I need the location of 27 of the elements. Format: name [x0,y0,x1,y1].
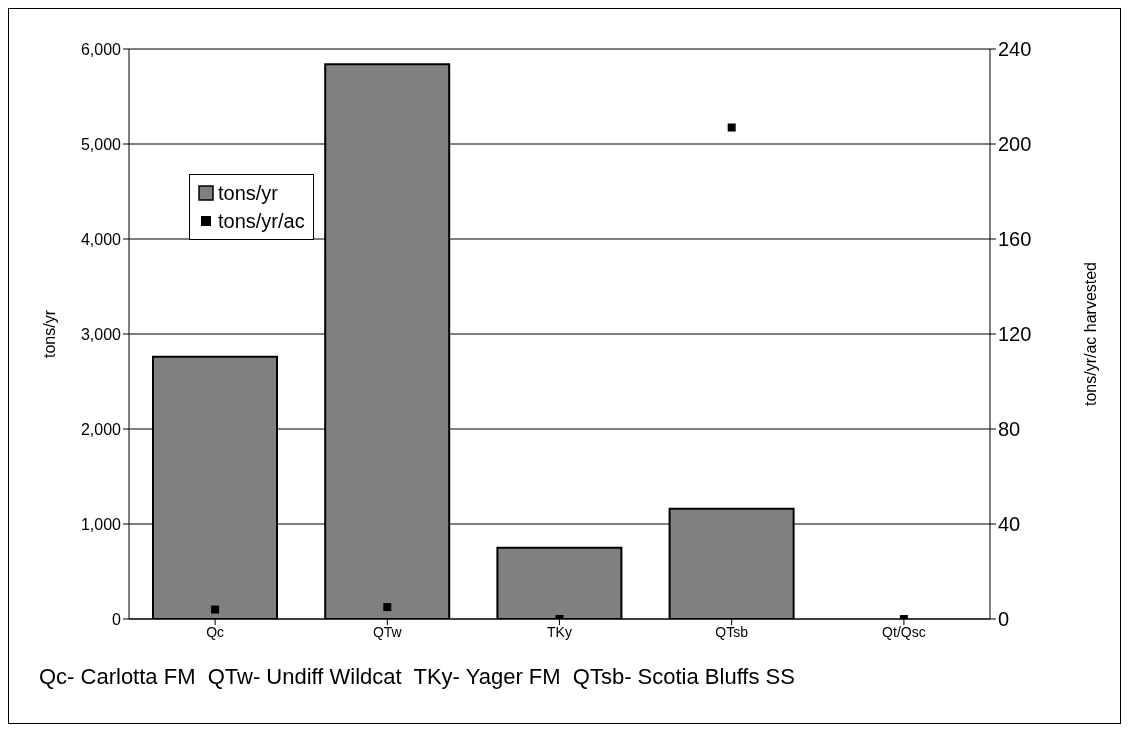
point [727,123,736,132]
point [383,603,392,612]
y-tick-label: 5,000 [80,135,122,153]
y-tick-label: 0 [112,610,122,628]
y-tick-label: 6,000 [80,40,122,58]
y-tick-label: 3,000 [80,325,122,343]
y2-axis-title: tons/yr/ac harvested [1081,261,1099,407]
x-tick-label: QTsb [715,623,749,640]
y-tick-label: 1,000 [80,515,122,533]
x-tick-label: Qt/Qsc [882,623,926,640]
y-axis-title: tons/yr [40,309,58,359]
y-tick-label: 4,000 [80,230,122,248]
x-tick-label: TKy [547,623,572,640]
y2-tick-label: 240 [998,38,1032,61]
legend-label: tons/yr [218,181,279,206]
text: Qc- Carlotta FM QTw- Undiff Wildcat TKy- Yager FM QTsb- Scotia Bluffs SS [39,664,795,690]
x-tick-label: Qc [206,623,225,640]
y2-tick-label: 200 [998,133,1032,156]
x-tick-label: QTw [372,623,403,640]
legend-label: tons/yr/ac [218,209,305,234]
point [211,605,220,614]
y2-tick-label: 80 [998,418,1021,441]
y2-tick-label: 120 [998,323,1032,346]
y2-tick-label: 160 [998,228,1032,251]
y-tick-label: 2,000 [80,420,122,438]
y2-tick-label: 0 [998,608,1010,631]
y2-tick-label: 40 [998,513,1021,536]
